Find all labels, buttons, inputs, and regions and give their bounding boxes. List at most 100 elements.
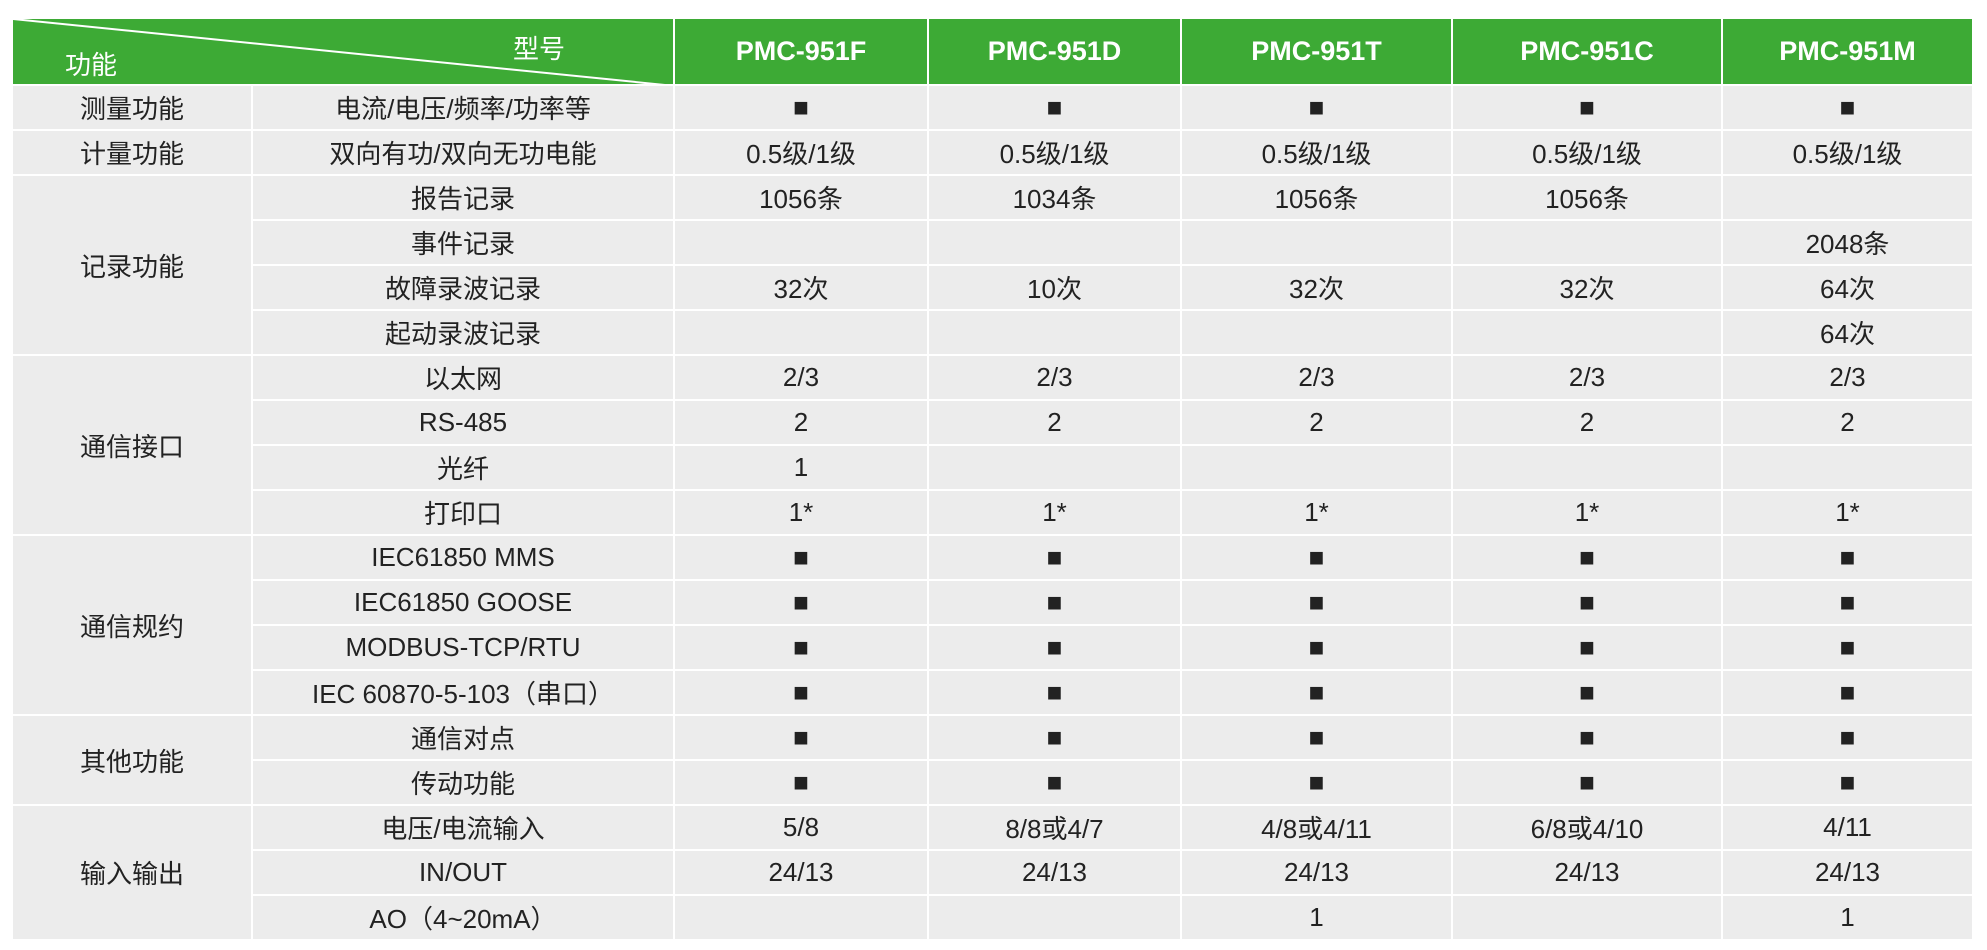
empty-cell	[1723, 446, 1974, 491]
group-name: 通信接口	[13, 356, 253, 536]
value-cell: 1056条	[1182, 176, 1453, 221]
value-cell: ■	[675, 716, 929, 761]
value-cell: 2/3	[929, 356, 1182, 401]
feature: IEC 60870-5-103（串口）	[253, 671, 675, 716]
value-cell: 24/13	[1723, 851, 1974, 896]
model-header: PMC-951M	[1723, 19, 1974, 86]
value-cell: ■	[1182, 536, 1453, 581]
value-cell: ■	[929, 626, 1182, 671]
value-cell: 1*	[1723, 491, 1974, 536]
value-cell: 2/3	[1182, 356, 1453, 401]
empty-cell	[1453, 446, 1723, 491]
value-cell: 24/13	[929, 851, 1182, 896]
value-cell: ■	[1453, 536, 1723, 581]
value-cell: 24/13	[675, 851, 929, 896]
empty-cell	[1182, 311, 1453, 356]
value-cell: ■	[675, 626, 929, 671]
value-cell: 2	[1453, 401, 1723, 446]
empty-cell	[1182, 221, 1453, 266]
empty-cell	[1453, 311, 1723, 356]
group-name: 计量功能	[13, 131, 253, 176]
value-cell: 1*	[929, 491, 1182, 536]
value-cell: 2	[1723, 401, 1974, 446]
value-cell: 0.5级/1级	[929, 131, 1182, 176]
group-name: 记录功能	[13, 176, 253, 356]
empty-cell	[1453, 221, 1723, 266]
value-cell: 32次	[1182, 266, 1453, 311]
value-cell: ■	[1182, 761, 1453, 806]
empty-cell	[675, 221, 929, 266]
value-cell: ■	[1723, 671, 1974, 716]
value-cell: ■	[675, 671, 929, 716]
model-header: PMC-951C	[1453, 19, 1723, 86]
value-cell: ■	[1453, 626, 1723, 671]
model-header: PMC-951F	[675, 19, 929, 86]
feature: IEC61850 GOOSE	[253, 581, 675, 626]
value-cell: 1*	[1453, 491, 1723, 536]
feature: 双向有功/双向无功电能	[253, 131, 675, 176]
value-cell: ■	[1453, 716, 1723, 761]
feature: 事件记录	[253, 221, 675, 266]
feature: 光纤	[253, 446, 675, 491]
value-cell: 2	[929, 401, 1182, 446]
value-cell: 1034条	[929, 176, 1182, 221]
group-name: 输入输出	[13, 806, 253, 941]
value-cell: 0.5级/1级	[675, 131, 929, 176]
feature: 通信对点	[253, 716, 675, 761]
value-cell: ■	[675, 761, 929, 806]
value-cell: 32次	[675, 266, 929, 311]
value-cell: 10次	[929, 266, 1182, 311]
feature: AO（4~20mA）	[253, 896, 675, 941]
diagonal	[13, 19, 675, 86]
empty-cell	[929, 221, 1182, 266]
value-cell: 1	[1723, 896, 1974, 941]
value-cell: 0.5级/1级	[1723, 131, 1974, 176]
value-cell: ■	[1723, 86, 1974, 131]
value-cell: 2048条	[1723, 221, 1974, 266]
value-cell: 1*	[675, 491, 929, 536]
value-cell: ■	[675, 581, 929, 626]
corner-bottom: 功能	[65, 50, 118, 80]
empty-cell	[675, 896, 929, 941]
model-header: PMC-951D	[929, 19, 1182, 86]
value-cell: 6/8或4/10	[1453, 806, 1723, 851]
value-cell: 2/3	[1723, 356, 1974, 401]
value-cell: 0.5级/1级	[1453, 131, 1723, 176]
feature: 传动功能	[253, 761, 675, 806]
value-cell: 1	[1182, 896, 1453, 941]
value-cell: ■	[1453, 581, 1723, 626]
value-cell: ■	[929, 581, 1182, 626]
feature: 电流/电压/频率/功率等	[253, 86, 675, 131]
value-cell: ■	[1453, 671, 1723, 716]
value-cell: 0.5级/1级	[1182, 131, 1453, 176]
corner-top: 型号	[513, 34, 566, 64]
value-cell: ■	[1723, 716, 1974, 761]
value-cell: ■	[1182, 716, 1453, 761]
value-cell: 2/3	[1453, 356, 1723, 401]
value-cell: ■	[675, 536, 929, 581]
value-cell: 64次	[1723, 311, 1974, 356]
value-cell: ■	[1182, 626, 1453, 671]
value-cell: 5/8	[675, 806, 929, 851]
empty-cell	[675, 311, 929, 356]
empty-cell	[929, 446, 1182, 491]
feature: 故障录波记录	[253, 266, 675, 311]
feature: IN/OUT	[253, 851, 675, 896]
header-corner: 型号功能	[13, 19, 675, 86]
feature: IEC61850 MMS	[253, 536, 675, 581]
group-name: 通信规约	[13, 536, 253, 716]
value-cell: ■	[1453, 86, 1723, 131]
feature: 电压/电流输入	[253, 806, 675, 851]
value-cell: ■	[929, 716, 1182, 761]
value-cell: ■	[929, 761, 1182, 806]
value-cell: ■	[1182, 671, 1453, 716]
value-cell: ■	[1723, 761, 1974, 806]
value-cell: ■	[1723, 626, 1974, 671]
value-cell: ■	[929, 86, 1182, 131]
empty-cell	[1182, 446, 1453, 491]
diagonal-line	[13, 19, 675, 86]
value-cell: 1056条	[1453, 176, 1723, 221]
empty-cell	[1723, 176, 1974, 221]
